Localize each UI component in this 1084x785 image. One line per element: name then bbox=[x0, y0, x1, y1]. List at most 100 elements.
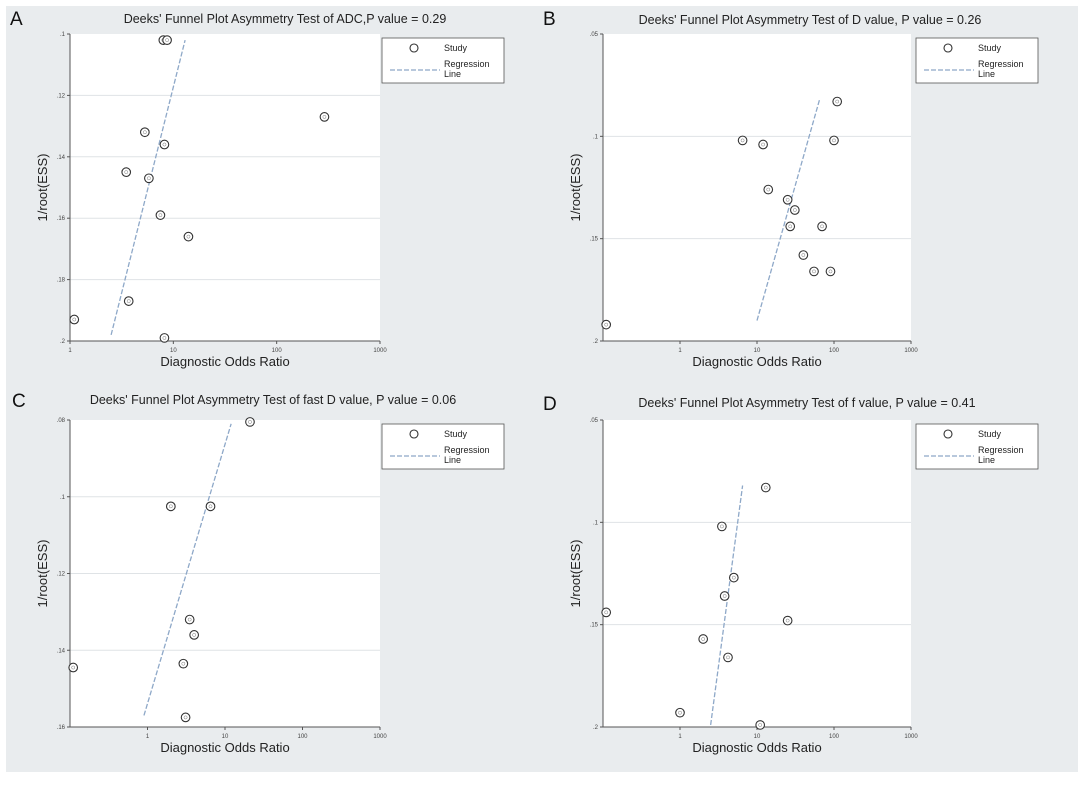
study-point-mark bbox=[785, 618, 790, 623]
chart-title: Deeks' Funnel Plot Asymmetry Test of ADC… bbox=[124, 12, 447, 26]
x-tick-label: 1 bbox=[68, 348, 72, 354]
study-point-mark bbox=[248, 420, 252, 424]
study-point-circle bbox=[601, 607, 612, 618]
study-point-mark bbox=[126, 299, 131, 303]
legend-regression-label-line2: Line bbox=[978, 455, 995, 465]
study-point-mark bbox=[761, 142, 765, 147]
chart-title: Deeks' Funnel Plot Asymmetry Test of D v… bbox=[639, 13, 982, 27]
study-point bbox=[717, 521, 727, 532]
study-point-mark bbox=[183, 715, 188, 720]
study-point-circle bbox=[809, 266, 819, 277]
plot-area bbox=[70, 34, 380, 341]
legend-study-label: Study bbox=[978, 429, 1002, 439]
study-point-mark bbox=[801, 253, 806, 257]
study-point bbox=[782, 615, 793, 626]
x-tick-label: 10 bbox=[754, 734, 761, 740]
regression-line bbox=[143, 423, 232, 716]
chart-title: Deeks' Funnel Plot Asymmetry Test of fas… bbox=[90, 393, 456, 407]
study-point bbox=[723, 652, 733, 663]
study-point-circle bbox=[698, 634, 709, 644]
x-axis-title: Diagnostic Odds Ratio bbox=[692, 740, 821, 755]
panel-c: .08 .1 .12 .14 .16 1 10 100 1000 C Deeks' Funnel P… bbox=[12, 391, 505, 755]
study-point-circle bbox=[798, 250, 809, 260]
study-point bbox=[144, 173, 154, 184]
study-point bbox=[817, 221, 827, 232]
legend-study-label: Study bbox=[978, 43, 1002, 53]
x-tick-label: 10 bbox=[222, 734, 229, 740]
x-axis-title: Diagnostic Odds Ratio bbox=[692, 354, 821, 369]
legend-study-marker bbox=[943, 429, 953, 439]
plot-area bbox=[603, 420, 911, 727]
y-tick-label: .14 bbox=[57, 155, 66, 161]
study-point-mark bbox=[186, 234, 191, 239]
study-point-circle bbox=[245, 417, 255, 427]
study-point bbox=[183, 231, 194, 242]
x-tick-label: 1000 bbox=[904, 734, 918, 740]
study-point-mark bbox=[701, 637, 706, 641]
study-point bbox=[809, 266, 819, 277]
study-point-mark bbox=[792, 208, 797, 212]
study-point-mark bbox=[763, 485, 768, 490]
x-tick-label: 100 bbox=[829, 734, 840, 740]
study-point-mark bbox=[162, 336, 167, 340]
legend-box bbox=[381, 37, 505, 84]
study-point-circle bbox=[760, 482, 771, 493]
study-point-circle bbox=[139, 127, 150, 138]
study-point bbox=[68, 662, 79, 673]
study-point bbox=[789, 205, 800, 215]
study-point-mark bbox=[181, 661, 186, 666]
study-point-circle bbox=[205, 501, 216, 512]
legend-box bbox=[915, 423, 1039, 470]
legend-box bbox=[381, 423, 505, 470]
study-point-circle bbox=[675, 707, 685, 718]
chart-title: Deeks' Funnel Plot Asymmetry Test of f v… bbox=[638, 396, 975, 410]
study-point-mark bbox=[726, 655, 730, 660]
study-point bbox=[319, 112, 330, 122]
study-point-mark bbox=[722, 594, 727, 598]
y-tick-label: .05 bbox=[590, 32, 599, 38]
legend-regression-label: Regression bbox=[444, 445, 490, 455]
x-axis-title: Diagnostic Odds Ratio bbox=[160, 740, 289, 755]
legend-study-marker bbox=[409, 43, 419, 53]
panel-label: A bbox=[10, 9, 23, 30]
study-point bbox=[829, 135, 839, 146]
study-point bbox=[159, 139, 170, 150]
study-point-mark bbox=[678, 710, 682, 715]
study-point-circle bbox=[723, 652, 733, 663]
x-tick-label: 1000 bbox=[373, 348, 387, 354]
x-tick-label: 10 bbox=[170, 348, 177, 354]
study-point-mark bbox=[147, 176, 151, 181]
x-axis-title: Diagnostic Odds Ratio bbox=[160, 354, 289, 369]
study-point-mark bbox=[820, 224, 824, 229]
study-point-circle bbox=[184, 614, 195, 625]
legend-regression-label-line2: Line bbox=[444, 455, 461, 465]
y-tick-label: .15 bbox=[590, 237, 599, 243]
study-point-mark bbox=[740, 138, 745, 143]
study-point-circle bbox=[601, 319, 612, 330]
legend-box bbox=[915, 37, 1039, 84]
study-point bbox=[825, 266, 836, 277]
panel-b: .05 .1 .15 .2 1 10 100 1000 B Deeks' Funnel Plot … bbox=[543, 9, 1039, 369]
y-tick-label: .12 bbox=[57, 93, 66, 99]
study-point bbox=[782, 194, 793, 205]
study-point bbox=[159, 333, 170, 343]
study-point bbox=[719, 591, 730, 601]
study-point-mark bbox=[604, 610, 609, 615]
y-tick-label: .1 bbox=[593, 134, 599, 140]
study-point bbox=[698, 634, 709, 644]
y-axis-title: 1/root(ESS) bbox=[568, 540, 583, 608]
study-point-circle bbox=[728, 572, 739, 583]
study-point-mark bbox=[731, 575, 736, 580]
study-point-circle bbox=[789, 205, 800, 215]
study-point-mark bbox=[162, 142, 167, 147]
study-point-mark bbox=[812, 269, 816, 274]
study-point-circle bbox=[178, 658, 189, 669]
study-point-circle bbox=[755, 720, 766, 730]
study-point bbox=[123, 296, 134, 306]
study-point-mark bbox=[758, 723, 763, 727]
study-point bbox=[758, 139, 768, 150]
y-tick-label: .05 bbox=[590, 418, 599, 424]
study-point-circle bbox=[719, 591, 730, 601]
